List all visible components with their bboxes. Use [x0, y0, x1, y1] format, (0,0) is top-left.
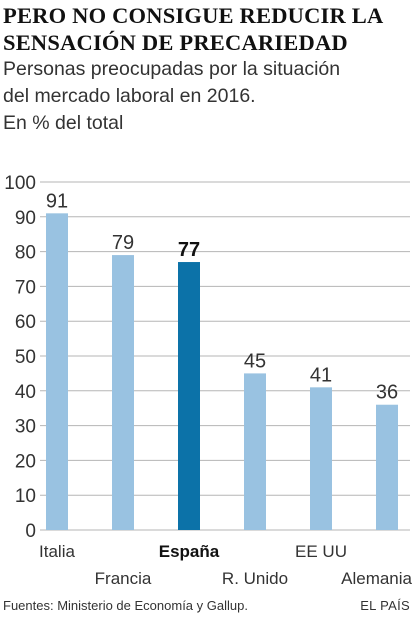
- chart-title: PERO NO CONSIGUE REDUCIR LA SENSACIÓN DE…: [3, 3, 383, 55]
- subtitle-line-2: del mercado laboral en 2016.: [3, 85, 256, 107]
- bars: [46, 213, 398, 530]
- value-labels: 91 79 77 45 41 36: [46, 190, 398, 403]
- category-label: R. Unido: [222, 569, 288, 588]
- y-tick-label: 90: [15, 208, 36, 229]
- y-tick-label: 80: [15, 243, 36, 264]
- category-label: Alemania: [341, 569, 412, 588]
- y-tick-label: 0: [25, 521, 36, 542]
- y-tick-label: 40: [15, 382, 36, 403]
- y-axis-ticks: 0 10 20 30 40 50 60 70 80 90 100: [4, 173, 36, 542]
- y-tick-label: 100: [4, 173, 36, 194]
- publisher-credit: EL PAÍS: [360, 598, 410, 613]
- y-tick-label: 70: [15, 277, 36, 298]
- source-note: Fuentes: Ministerio de Economía y Gallup…: [3, 598, 248, 613]
- bar: [178, 262, 200, 530]
- category-label: España: [159, 542, 220, 561]
- category-label: Francia: [95, 569, 152, 588]
- subtitle-line-1: Personas preocupadas por la situación: [3, 58, 341, 80]
- category-label: Italia: [39, 542, 75, 561]
- bar: [310, 387, 332, 530]
- chart-subtitle: Personas preocupadas por la situación de…: [3, 56, 413, 137]
- y-tick-label: 60: [15, 312, 36, 333]
- value-label: 36: [376, 382, 398, 404]
- value-label: 91: [46, 190, 68, 212]
- bar: [112, 255, 134, 530]
- y-tick-label: 50: [15, 347, 36, 368]
- value-label: 41: [310, 364, 332, 386]
- value-label: 77: [178, 239, 200, 261]
- value-label: 45: [244, 350, 266, 372]
- bar: [46, 213, 68, 530]
- y-tick-label: 20: [15, 451, 36, 472]
- y-tick-label: 30: [15, 417, 36, 438]
- gridlines: [40, 181, 410, 531]
- bar: [244, 373, 266, 530]
- y-tick-label: 10: [15, 486, 36, 507]
- subtitle-line-3: En % del total: [3, 112, 124, 134]
- category-label: EE UU: [295, 542, 347, 561]
- bar: [376, 404, 398, 530]
- value-label: 79: [112, 232, 134, 254]
